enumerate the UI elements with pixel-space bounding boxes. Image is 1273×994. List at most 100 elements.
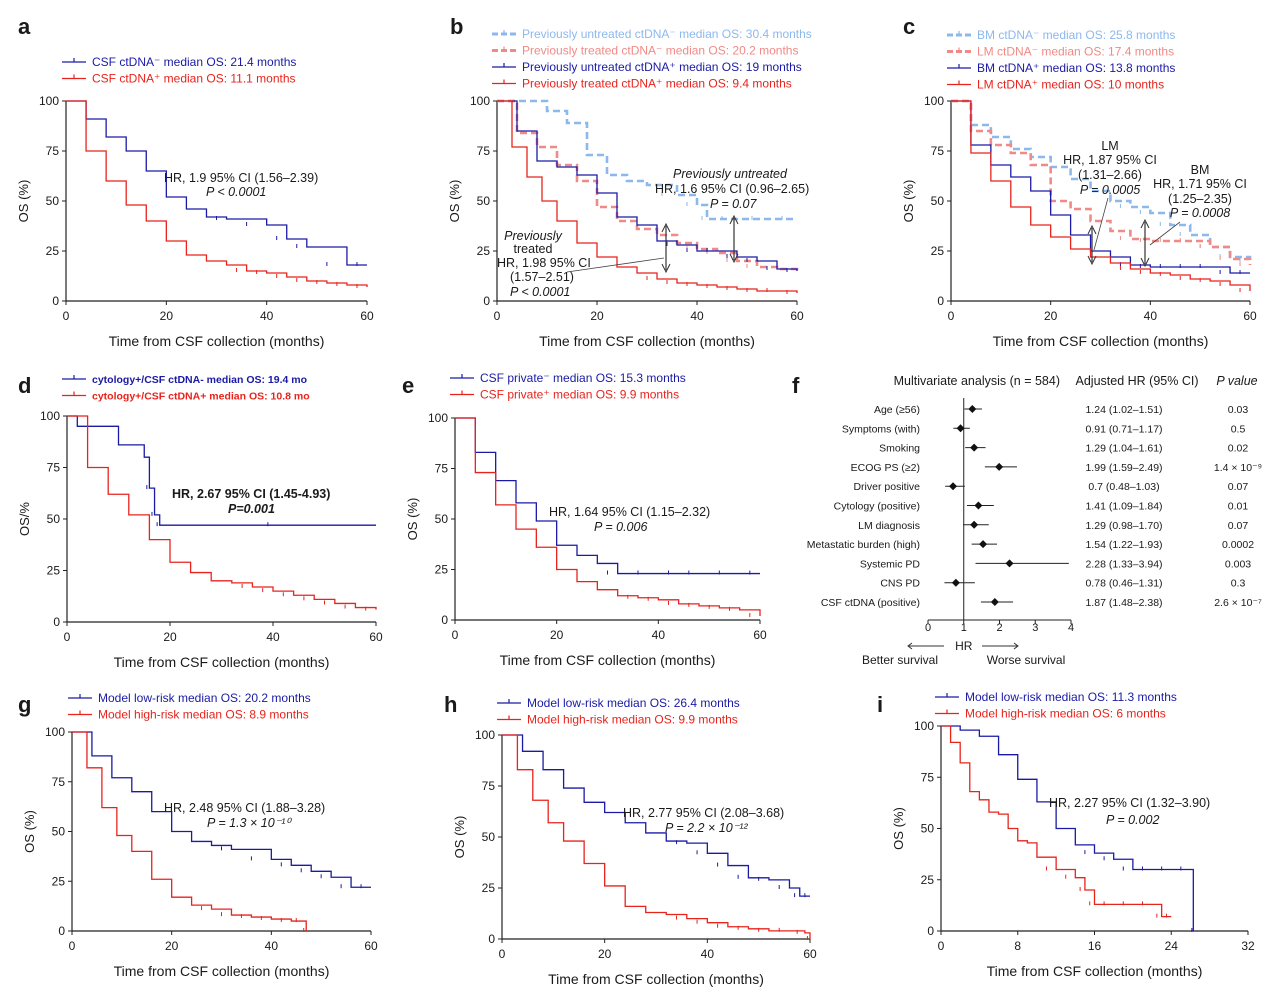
forest-row-label: CNS PD [880,578,920,590]
stat-annotation: HR, 1.6 95% CI (0.96–2.65) [655,182,809,196]
stat-annotation: (1.57–2.51) [510,270,574,284]
km-panel-i [935,693,1249,935]
y-tick-label: 50 [477,194,491,208]
stat-annotation: P = 0.0005 [1080,183,1140,197]
y-tick-label: 75 [477,144,491,158]
stat-annotation: treated [514,242,553,256]
legend-entry: CSF ctDNA⁻ median OS: 21.4 months [92,55,296,69]
x-tick-label: 4 [1068,622,1074,634]
x-tick-label: 60 [1243,309,1257,323]
panel-letter: d [18,373,31,398]
forest-row-label: CSF ctDNA (positive) [821,597,920,609]
km-curve [951,100,1250,274]
hr-point [974,501,983,510]
x-tick-label: 40 [701,947,715,961]
x-tick-label: 20 [1044,309,1058,323]
y-axis-label: OS (%) [16,180,31,223]
hr-point [956,424,965,433]
p-value: 0.03 [1228,404,1249,416]
p-value: 0.01 [1228,501,1249,513]
x-tick-label: 40 [266,630,280,644]
y-axis-label: OS (%) [22,810,37,853]
x-tick-label: 16 [1088,939,1102,953]
arrow-head [1087,224,1097,266]
stat-annotation: HR, 2.27 95% CI (1.32–3.90) [1049,796,1210,810]
km-curve [941,725,1194,931]
km-curve [502,734,810,897]
legend-entry: Previously untreated ctDNA⁺ median OS: 1… [522,60,802,74]
hr-ci-value: 1.41 (1.09–1.84) [1085,501,1162,513]
y-tick-label: 0 [53,615,60,629]
y-tick-label: 25 [52,874,66,888]
forest-row-label: Symptoms (with) [842,423,920,435]
stat-annotation: P = 1.3 × 10⁻¹⁰ [207,816,292,830]
km-curve [502,734,811,939]
x-tick-label: 1 [961,622,967,634]
x-tick-label: 3 [1032,622,1038,634]
x-tick-label: 8 [1014,939,1021,953]
forest-row-label: Smoking [879,443,920,455]
x-tick-label: 60 [803,947,817,961]
forest-row-label: LM diagnosis [858,520,920,532]
stat-annotation: LM [1101,139,1118,153]
x-tick-label: 20 [598,947,612,961]
x-tick-label: 0 [69,939,76,953]
stat-annotation: HR, 1.9 95% CI (1.56–2.39) [164,171,318,185]
y-tick-label: 0 [927,924,934,938]
legend-entry: BM ctDNA⁻ median OS: 25.8 months [977,28,1175,42]
stat-annotation: (1.25–2.35) [1168,192,1232,206]
x-tick-label: 40 [265,939,279,953]
x-axis-label: HR [955,639,973,653]
y-tick-label: 100 [39,94,59,108]
y-tick-label: 100 [475,728,495,742]
y-tick-label: 25 [482,881,496,895]
x-tick-label: 0 [499,947,506,961]
y-tick-label: 0 [441,613,448,627]
km-curve [497,100,798,271]
forest-row-label: Cytology (positive) [834,501,920,513]
y-tick-label: 50 [482,830,496,844]
y-tick-label: 50 [921,822,935,836]
hr-ci-value: 0.78 (0.46–1.31) [1085,578,1162,590]
km-panel-g [68,694,372,935]
x-tick-label: 40 [1144,309,1158,323]
legend-entry: Model low-risk median OS: 11.3 months [965,690,1177,704]
panel-letter: e [402,373,414,398]
y-tick-label: 100 [45,725,65,739]
stat-annotation: HR, 1.64 95% CI (1.15–2.32) [549,505,710,519]
x-tick-label: 60 [790,309,804,323]
panel-letter: a [18,14,31,39]
stat-annotation: Previously [504,229,562,243]
x-axis-label: Time from CSF collection (months) [539,333,755,349]
y-tick-label: 50 [52,825,66,839]
better-arrow [907,642,944,650]
x-tick-label: 40 [652,628,666,642]
panel-letter: h [444,692,457,717]
legend-entry: Previously untreated ctDNA⁻ median OS: 3… [522,27,812,41]
y-tick-label: 25 [477,244,491,258]
stat-annotation: P < 0.0001 [510,285,570,299]
stat-annotation: P < 0.0001 [206,185,266,199]
stat-annotation: BM [1191,163,1210,177]
hr-point [970,443,979,452]
y-tick-label: 25 [435,563,449,577]
column-header: P value [1216,374,1257,388]
stat-annotation: P = 0.006 [594,520,647,534]
stat-annotation: Previously untreated [673,167,788,181]
p-value: 2.6 × 10⁻⁷ [1214,597,1262,609]
stat-annotation: (1.31–2.66) [1078,168,1142,182]
km-curve [66,100,368,287]
arrow-head [729,214,739,264]
x-tick-label: 20 [163,630,177,644]
y-tick-label: 50 [435,512,449,526]
worse-arrow [982,642,1019,650]
stat-annotation: HR, 1.98 95% CI [497,256,591,270]
panel-letter: c [903,14,915,39]
legend-entry: Model low-risk median OS: 20.2 months [98,691,311,705]
x-tick-label: 2 [996,622,1002,634]
km-panel-e [450,374,761,624]
x-axis-label: Time from CSF collection (months) [987,963,1203,979]
legend-entry: Previously treated ctDNA⁻ median OS: 20.… [522,44,798,58]
y-axis-label: OS (%) [891,807,906,850]
hr-ci-value: 1.99 (1.59–2.49) [1085,462,1162,474]
